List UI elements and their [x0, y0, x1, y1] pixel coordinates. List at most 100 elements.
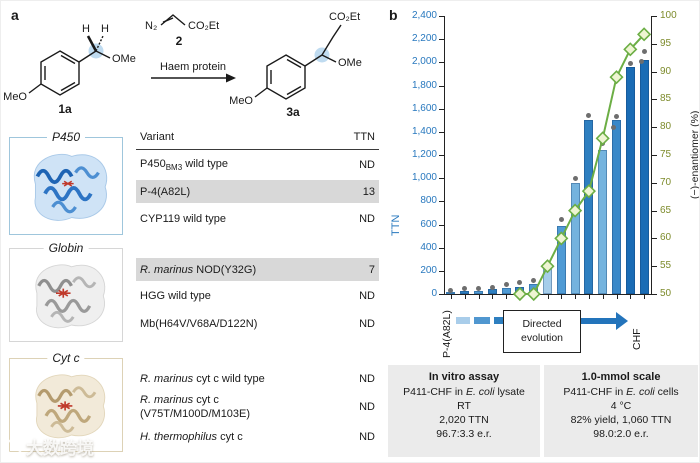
- replicate-dot: [572, 175, 578, 181]
- ome-label: OMe: [112, 53, 136, 65]
- left-tick-label: 1,800: [411, 79, 437, 91]
- right-tick-label: 75: [660, 149, 672, 160]
- x-tick: [450, 295, 452, 299]
- ttn-value: 7: [368, 263, 375, 276]
- chart-bar: [501, 287, 511, 294]
- replicate-dot: [531, 278, 537, 284]
- right-tick: [652, 238, 657, 240]
- x-tick: [630, 295, 632, 299]
- left-tick: [439, 247, 444, 249]
- arrow-label: Haem protein: [160, 61, 226, 73]
- box-title: 1.0-mmol scale: [581, 371, 661, 383]
- replicate-dot: [586, 113, 592, 119]
- left-tick-label: 400: [420, 241, 437, 253]
- x-tick: [644, 295, 646, 299]
- right-tick-label: 80: [660, 121, 672, 133]
- left-tick: [439, 62, 444, 64]
- chart-bar: [460, 290, 470, 294]
- chart-bar: [570, 182, 580, 294]
- left-y-axis: [444, 16, 445, 294]
- right-tick: [652, 99, 657, 101]
- reaction-arrow: [151, 73, 236, 83]
- compound-2-label: 2: [176, 34, 183, 48]
- x-axis-end-label: CHF: [631, 328, 643, 350]
- meo-label: MeO: [3, 91, 27, 103]
- cytc-structure-image: [35, 374, 106, 439]
- variant-name: P-4(A82L): [140, 185, 191, 198]
- molecule-1a: [28, 35, 111, 96]
- diamond-marker: [637, 27, 652, 42]
- globin-structure-image: [35, 264, 106, 329]
- right-tick: [652, 43, 657, 45]
- diamond-marker: [540, 259, 555, 274]
- left-tick: [439, 155, 444, 156]
- box-line: 2,020 TTN: [439, 414, 489, 426]
- ome-label: OMe: [338, 57, 362, 69]
- h-label: H: [82, 23, 90, 35]
- reaction-scheme: H H OMe MeO 1a N₂ CO₂Et 2 Haem protein: [3, 11, 362, 119]
- chart-bar: [487, 289, 497, 294]
- panel-a-label: a: [11, 7, 19, 23]
- box-line: P411-CHF in E. coli cells: [563, 386, 679, 398]
- chart-bar: [598, 150, 608, 294]
- protein-card-title: Globin: [43, 241, 89, 255]
- watermark-text: 大数跨境: [26, 439, 94, 458]
- table-header: Variant TTN: [136, 129, 379, 150]
- protein-card-title: P450: [46, 130, 86, 144]
- right-tick-label: 65: [660, 204, 672, 216]
- left-tick-label: 1,600: [411, 102, 437, 114]
- chart-bar: [584, 120, 594, 294]
- replicate-dot: [627, 60, 633, 66]
- variant-name: CYP119 wild type: [140, 212, 227, 225]
- box-line: 4 °C: [610, 400, 632, 412]
- chart-bar: [556, 225, 566, 294]
- ttn-value: 13: [362, 185, 375, 198]
- panel-b-label: b: [389, 7, 398, 23]
- replicate-dot: [558, 217, 564, 223]
- x-tick: [561, 295, 563, 299]
- box-line: 82% yield, 1,060 TTN: [570, 414, 672, 426]
- compound-3a-label: 3a: [286, 105, 300, 119]
- protein-card-title: Cyt c: [47, 351, 85, 365]
- right-tick-label: 90: [660, 65, 672, 77]
- table-row-highlighted: P-4(A82L) 13: [136, 180, 379, 203]
- table-row: R. marinus cyt c wild type ND: [136, 366, 379, 392]
- evolution-box-line2: evolution: [520, 331, 564, 344]
- diamond-marker: [512, 286, 527, 302]
- variant-name: R. marinus NOD(Y32G): [140, 263, 257, 276]
- left-tick-label: 2,400: [411, 10, 437, 21]
- diamond-marker: [595, 131, 610, 146]
- ttn-value: ND: [359, 289, 375, 302]
- table-row: P450BM3 wild type ND: [136, 150, 379, 180]
- box-line: P411-CHF in E. coli lysate: [403, 386, 525, 398]
- left-tick-label: 2,000: [411, 56, 437, 68]
- chart-bar: [612, 120, 621, 294]
- left-tick-label: 800: [420, 195, 437, 207]
- x-tick: [492, 295, 494, 299]
- right-tick-label: 85: [660, 93, 672, 105]
- ttn-evolution-chart: 0 200 400 600 800 1,000 1,200 1,400 1,600 1,800 2,…: [386, 1, 699, 363]
- diamond-marker: [554, 231, 569, 246]
- p450-structure-image: [33, 153, 108, 221]
- molecule-3a: [254, 24, 342, 100]
- evolution-arrow-head-icon: [616, 312, 628, 330]
- table-row-highlighted: R. marinus NOD(Y32G) 7: [136, 258, 379, 281]
- col-header-ttn: TTN: [353, 131, 375, 143]
- left-tick: [439, 39, 444, 41]
- replicate-dot: [503, 282, 509, 288]
- watermark: 大数跨境: [5, 434, 94, 459]
- variant-name: Mb(H64V/V68A/D122N): [140, 318, 258, 330]
- variant-name: R. marinus cyt c (V75T/M100D/M103E): [140, 394, 251, 420]
- box-line: 98.0:2.0 e.r.: [593, 428, 649, 440]
- replicate-dot: [611, 124, 616, 130]
- right-tick: [652, 294, 657, 295]
- reagent-2-bonds: [160, 14, 186, 26]
- x-tick: [616, 295, 618, 299]
- diamond-marker: [623, 42, 638, 57]
- watermark-logo-icon: [5, 438, 23, 455]
- x-tick: [478, 295, 480, 299]
- left-tick-label: 200: [420, 264, 437, 276]
- diamond-marker: [581, 184, 596, 199]
- chart-bar: [625, 66, 635, 294]
- table-row: R. marinus cyt c (V75T/M100D/M103E) ND: [136, 392, 379, 423]
